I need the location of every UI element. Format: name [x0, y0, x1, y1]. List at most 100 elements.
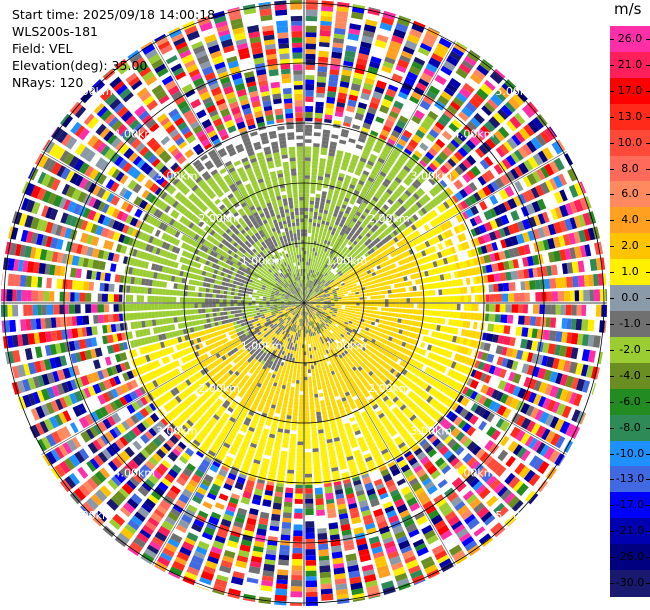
- velocity-gate: [552, 357, 560, 370]
- velocity-gate: [349, 89, 360, 97]
- velocity-gate: [333, 37, 345, 44]
- velocity-gate: [428, 57, 441, 69]
- velocity-gate: [322, 258, 326, 263]
- velocity-gate: [294, 347, 297, 351]
- velocity-gate: [316, 226, 320, 231]
- velocity-gate: [600, 257, 606, 270]
- velocity-gate: [386, 260, 391, 266]
- velocity-gate: [449, 311, 454, 318]
- velocity-gate: [334, 111, 344, 118]
- velocity-gate: [392, 278, 398, 284]
- velocity-gate: [406, 309, 410, 314]
- velocity-gate: [304, 294, 305, 298]
- velocity-gate: [460, 200, 469, 210]
- velocity-gate: [314, 294, 318, 297]
- velocity-gate: [489, 304, 496, 312]
- velocity-gate: [361, 202, 368, 208]
- velocity-gate: [337, 198, 343, 204]
- velocity-gate: [336, 264, 341, 269]
- velocity-gate: [514, 293, 520, 302]
- velocity-gate: [521, 327, 529, 337]
- velocity-gate: [583, 228, 591, 242]
- velocity-gate: [499, 143, 510, 155]
- velocity-gate: [493, 273, 501, 282]
- velocity-gate: [521, 351, 529, 362]
- velocity-gate: [558, 173, 568, 186]
- velocity-gate: [358, 312, 363, 315]
- velocity-gates: [1, 0, 607, 606]
- velocity-gate: [535, 133, 547, 147]
- velocity-gate: [321, 270, 325, 275]
- velocity-gate: [352, 308, 356, 311]
- velocity-gate: [331, 134, 339, 139]
- velocity-gate: [326, 162, 333, 168]
- velocity-gate: [398, 271, 403, 277]
- velocity-gate: [351, 248, 356, 254]
- velocity-gate: [369, 310, 374, 314]
- velocity-gate: [315, 284, 319, 288]
- velocity-gate: [544, 278, 551, 289]
- velocity-gate: [316, 411, 322, 416]
- velocity-gate: [392, 28, 406, 39]
- velocity-gate: [304, 355, 307, 359]
- velocity-gate: [310, 289, 314, 293]
- velocity-gate: [474, 237, 480, 246]
- velocity-gate: [305, 322, 307, 327]
- velocity-gate: [312, 146, 320, 151]
- velocity-gate: [441, 318, 446, 325]
- velocity-gate: [275, 588, 288, 596]
- velocity-gate: [427, 247, 434, 254]
- velocity-gate: [305, 117, 313, 122]
- velocity-gate: [390, 239, 396, 245]
- velocity-gate: [461, 59, 474, 70]
- velocity-gate: [508, 260, 515, 270]
- velocity-gate: [536, 266, 543, 277]
- velocity-gate: [428, 297, 432, 303]
- velocity-gate: [346, 285, 351, 289]
- velocity-gate: [444, 240, 450, 248]
- velocity-gate: [370, 303, 375, 307]
- velocity-gate: [318, 56, 329, 63]
- velocity-gate: [294, 493, 303, 500]
- velocity-gate: [351, 208, 357, 214]
- velocity-gate: [292, 412, 298, 417]
- velocity-gate: [292, 354, 296, 359]
- velocity-gate: [393, 317, 399, 323]
- velocity-gate: [304, 294, 306, 298]
- velocity-gate: [372, 288, 377, 292]
- velocity-gate: [352, 226, 358, 232]
- velocity-gate: [312, 262, 315, 267]
- velocity-gate: [305, 294, 307, 298]
- velocity-gate: [379, 197, 387, 204]
- velocity-gate: [336, 274, 341, 279]
- velocity-gate: [494, 217, 504, 228]
- velocity-gate: [383, 164, 391, 172]
- velocity-gate: [567, 168, 579, 182]
- velocity-gate: [376, 315, 381, 319]
- velocity-gate: [462, 260, 468, 268]
- velocity-gate: [320, 198, 326, 203]
- velocity-gate: [508, 293, 515, 302]
- velocity-gate: [304, 258, 307, 262]
- velocity-gate: [304, 225, 308, 230]
- velocity-gate: [313, 143, 320, 148]
- velocity-gate: [446, 172, 456, 182]
- velocity-gate: [337, 92, 348, 100]
- velocity-gate: [356, 183, 363, 189]
- velocity-gate: [346, 190, 353, 196]
- velocity-gate: [311, 179, 317, 183]
- velocity-gate: [418, 78, 430, 87]
- velocity-gate: [334, 296, 338, 298]
- velocity-gate: [304, 175, 310, 179]
- velocity-gate: [335, 106, 345, 113]
- velocity-gate: [344, 209, 350, 215]
- velocity-gate: [451, 194, 459, 204]
- velocity-gate: [378, 282, 384, 287]
- velocity-gate: [305, 333, 308, 338]
- velocity-gate: [406, 71, 418, 81]
- velocity-gate: [305, 549, 316, 556]
- velocity-gate: [381, 299, 385, 303]
- velocity-gate: [331, 200, 337, 206]
- velocity-gate: [305, 0, 318, 6]
- velocity-gate: [311, 277, 314, 282]
